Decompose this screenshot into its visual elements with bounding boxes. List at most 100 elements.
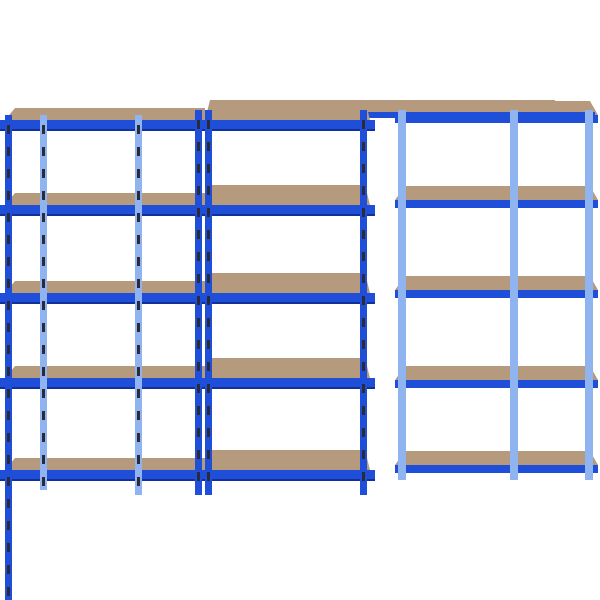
- rear-shelf-beam: [395, 115, 598, 123]
- upright-slot: [197, 186, 200, 195]
- upright-slot: [42, 147, 45, 156]
- upright-slot: [207, 230, 210, 239]
- upright-slot: [197, 208, 200, 217]
- upright-slot: [137, 279, 140, 288]
- front-shelf-beam: [0, 205, 375, 214]
- front-shelf-board-right: [205, 450, 370, 470]
- upright-slot: [362, 428, 365, 437]
- upright-slot: [7, 169, 10, 178]
- upright-slot: [42, 257, 45, 266]
- upright-slot: [7, 367, 10, 376]
- front-shelf-board-right: [205, 358, 370, 378]
- upright-slot: [7, 279, 10, 288]
- upright-slot: [42, 279, 45, 288]
- front-shelf-board-left: [5, 281, 205, 293]
- upright-slot: [42, 323, 45, 332]
- upright-slot: [362, 472, 365, 481]
- upright-slot: [7, 257, 10, 266]
- upright-slot: [362, 450, 365, 459]
- upright-slot: [7, 125, 10, 134]
- front-shelf-board-left: [5, 366, 205, 378]
- upright-slot: [137, 235, 140, 244]
- front-shelf-beam-edge: [0, 387, 375, 389]
- front-shelf-board-right: [205, 185, 370, 205]
- front-shelf-board-right: [205, 273, 370, 293]
- upright-slot: [42, 213, 45, 222]
- upright-slot: [7, 455, 10, 464]
- rear-shelf-beam: [395, 200, 598, 208]
- upright-slot: [7, 213, 10, 222]
- rear-upright-post: [398, 110, 406, 480]
- upright-slot: [7, 587, 10, 596]
- upright-slot: [137, 323, 140, 332]
- upright-slot: [197, 428, 200, 437]
- upright-slot: [137, 169, 140, 178]
- upright-slot: [42, 301, 45, 310]
- upright-slot: [7, 521, 10, 530]
- top-shelf-beam: [255, 112, 595, 118]
- upright-slot: [137, 213, 140, 222]
- upright-slot: [207, 252, 210, 261]
- rear-shelf-board: [395, 186, 598, 200]
- upright-slot: [207, 428, 210, 437]
- upright-slot: [137, 389, 140, 398]
- upright-slot: [137, 477, 140, 486]
- upright-slot: [137, 301, 140, 310]
- upright-slot: [7, 345, 10, 354]
- rear-upright-post: [585, 110, 593, 480]
- upright-slot: [362, 362, 365, 371]
- upright-slot: [197, 252, 200, 261]
- upright-slot: [207, 274, 210, 283]
- upright-slot: [197, 164, 200, 173]
- upright-slot: [362, 208, 365, 217]
- upright-slot: [137, 257, 140, 266]
- upright-slot: [7, 565, 10, 574]
- upright-slot: [42, 169, 45, 178]
- upright-slot: [137, 411, 140, 420]
- upright-slot: [7, 389, 10, 398]
- upright-slot: [207, 164, 210, 173]
- upright-slot: [42, 345, 45, 354]
- front-shelf-beam-edge: [0, 214, 375, 216]
- upright-slot: [197, 230, 200, 239]
- upright-slot: [197, 450, 200, 459]
- upright-slot: [42, 433, 45, 442]
- upright-slot: [207, 120, 210, 129]
- rear-shelf-beam: [395, 380, 598, 388]
- front-shelf-beam-edge: [0, 129, 375, 131]
- upright-slot: [42, 191, 45, 200]
- upright-slot: [362, 230, 365, 239]
- upright-slot: [207, 340, 210, 349]
- upright-slot: [137, 455, 140, 464]
- upright-slot: [362, 296, 365, 305]
- upright-slot: [7, 477, 10, 486]
- upright-slot: [197, 362, 200, 371]
- front-shelf-beam-edge: [0, 479, 375, 481]
- upright-slot: [362, 164, 365, 173]
- upright-slot: [137, 191, 140, 200]
- front-shelf-board-left: [5, 193, 205, 205]
- front-shelf-beam-edge: [0, 302, 375, 304]
- upright-slot: [42, 125, 45, 134]
- upright-slot: [197, 142, 200, 151]
- upright-slot: [42, 235, 45, 244]
- upright-slot: [362, 318, 365, 327]
- upright-slot: [362, 406, 365, 415]
- upright-slot: [137, 125, 140, 134]
- upright-slot: [207, 362, 210, 371]
- upright-slot: [7, 147, 10, 156]
- upright-slot: [197, 384, 200, 393]
- upright-slot: [7, 235, 10, 244]
- upright-slot: [207, 318, 210, 327]
- upright-slot: [362, 340, 365, 349]
- upright-slot: [362, 384, 365, 393]
- upright-slot: [362, 252, 365, 261]
- upright-slot: [7, 323, 10, 332]
- upright-slot: [42, 389, 45, 398]
- upright-slot: [207, 406, 210, 415]
- upright-slot: [7, 301, 10, 310]
- upright-slot: [42, 367, 45, 376]
- upright-slot: [7, 191, 10, 200]
- upright-slot: [7, 411, 10, 420]
- upright-slot: [362, 120, 365, 129]
